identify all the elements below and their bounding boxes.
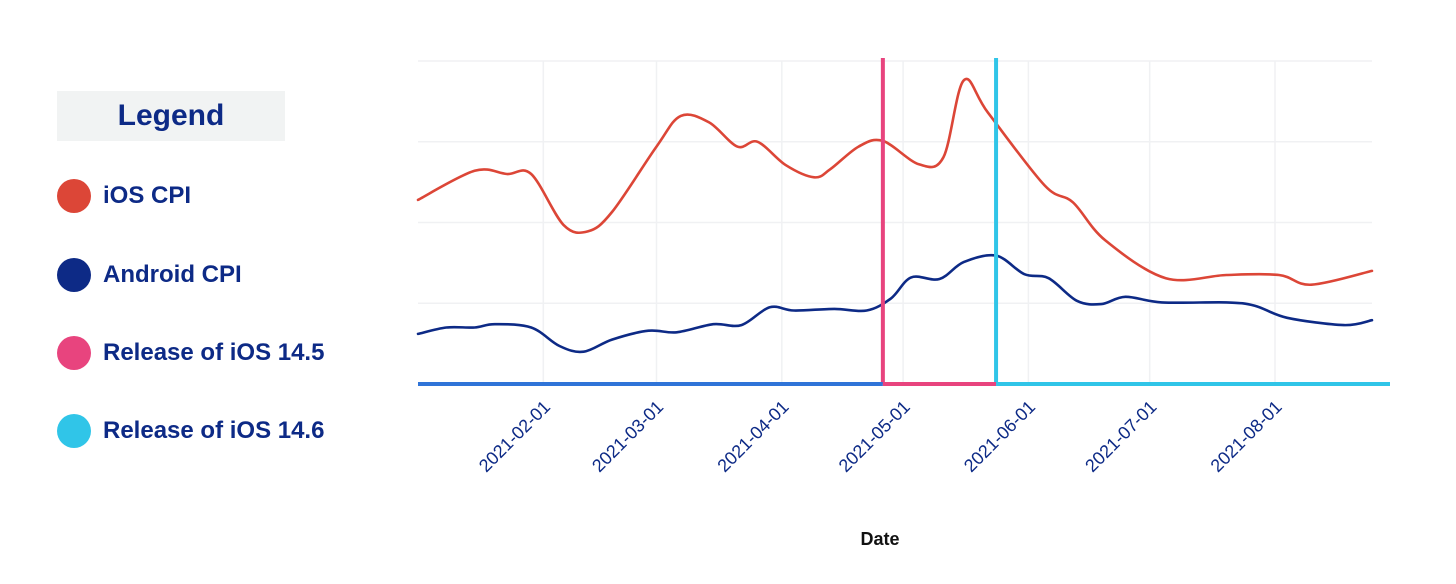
legend-label: Android CPI [103, 261, 242, 288]
legend-item-android-cpi: Android CPI [57, 255, 242, 295]
ios-14-5-swatch [57, 336, 91, 370]
series-line-ios-cpi [416, 77, 1374, 287]
ios-14-6-swatch [57, 414, 91, 448]
x-tick-label: 2021-06-01 [960, 397, 1039, 476]
x-tick-label: 2021-08-01 [1207, 397, 1286, 476]
x-axis-title: Date [860, 529, 899, 549]
legend-item-ios-14-6: Release of iOS 14.6 [57, 411, 324, 451]
chart-series [416, 77, 1374, 354]
x-tick-label: 2021-07-01 [1081, 397, 1160, 476]
legend-title: Legend [57, 91, 285, 141]
legend-label: Release of iOS 14.6 [103, 417, 325, 444]
x-tick-label: 2021-02-01 [475, 397, 554, 476]
ios-cpi-swatch [57, 179, 91, 213]
legend-item-ios-14-5: Release of iOS 14.5 [57, 333, 324, 373]
x-tick-label: 2021-05-01 [835, 397, 914, 476]
android-cpi-swatch [57, 258, 91, 292]
x-tick-label: 2021-04-01 [713, 397, 792, 476]
legend-item-ios-cpi: iOS CPI [57, 176, 191, 216]
legend-label: Release of iOS 14.5 [103, 339, 325, 366]
legend-label: iOS CPI [103, 182, 192, 209]
legend: Legend iOS CPI Android CPI Release of iO… [57, 91, 357, 448]
x-tick-labels: 2021-02-01 2021-03-01 2021-04-01 2021-05-01… [475, 397, 1286, 476]
chart-grid [418, 60, 1372, 384]
release-markers [880, 58, 999, 384]
x-tick-label: 2021-03-01 [588, 397, 667, 476]
